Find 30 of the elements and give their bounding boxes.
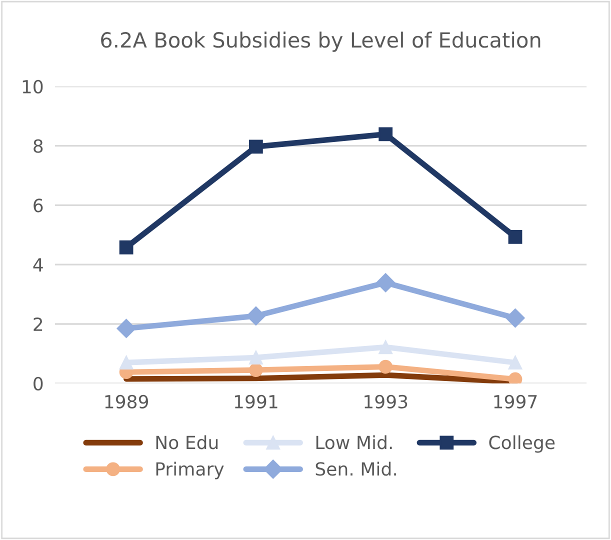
point: [508, 356, 522, 370]
x-tick-label: 1993: [364, 394, 408, 408]
y-tick-label: 4: [33, 258, 43, 272]
point: [246, 306, 266, 326]
y-tick-label: 0: [34, 376, 43, 391]
x-tick-label: 1989: [105, 394, 148, 408]
y-tick-label: 2: [34, 317, 42, 331]
point: [376, 273, 396, 292]
point: [508, 230, 522, 244]
y-tick-label: 6: [34, 198, 43, 212]
legend-label: Primary: [156, 462, 224, 480]
y-tick-label: 10: [22, 80, 43, 94]
legend-label: Sen. Mid.: [316, 462, 396, 476]
legend-label: College: [489, 435, 555, 453]
point: [249, 363, 263, 377]
point: [116, 318, 136, 338]
legend-label: Low Mid.: [316, 435, 392, 450]
point: [249, 140, 263, 154]
x-tick-label: 1991: [234, 394, 278, 408]
point: [506, 308, 525, 328]
point: [119, 240, 134, 254]
point: [249, 350, 263, 365]
point: [378, 340, 393, 354]
chart-title: 6.2A Book Subsidies by Level of Education: [101, 32, 540, 52]
point: [378, 127, 393, 142]
point: [378, 360, 393, 374]
legend-label: No Edu: [156, 435, 218, 450]
x-tick-label: 1997: [494, 394, 537, 408]
point: [119, 356, 134, 370]
y-tick-label: 8: [34, 139, 43, 153]
